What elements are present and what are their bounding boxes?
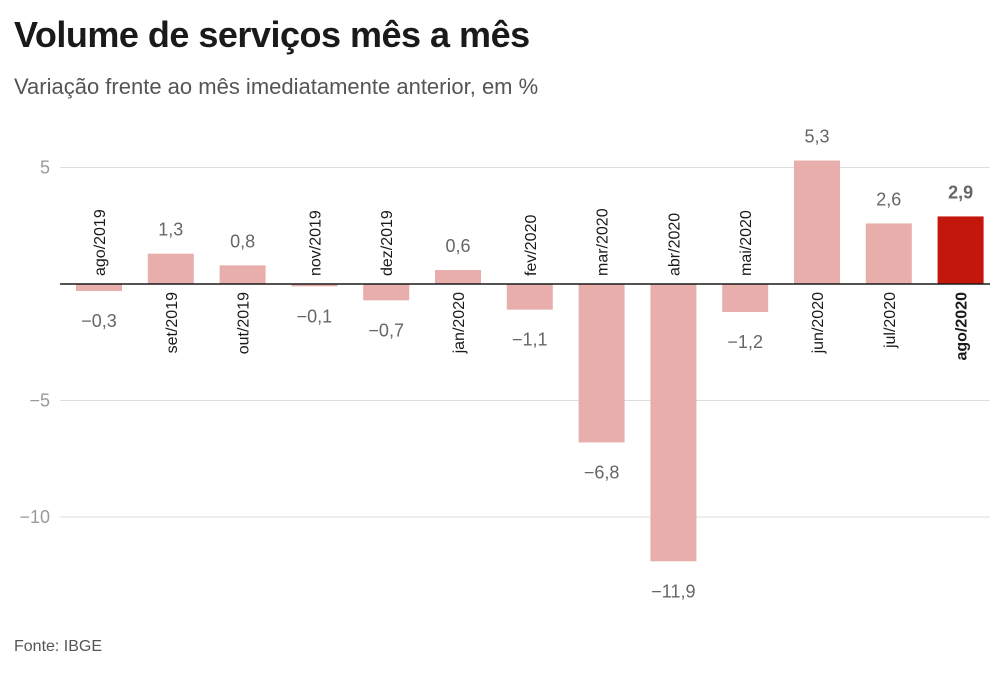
value-label-7: −6,8 (584, 462, 620, 482)
y-tick-label-1: −5 (29, 391, 50, 411)
value-label-10: 5,3 (804, 127, 829, 147)
bar-7 (578, 284, 625, 443)
value-label-3: −0,1 (297, 306, 333, 326)
category-label-0: ago/2019 (92, 209, 109, 276)
bar-6 (506, 284, 553, 310)
category-label-9: mai/2020 (738, 210, 755, 276)
category-label-5: jan/2020 (451, 292, 468, 354)
source-note: Fonte: IBGE (14, 638, 103, 655)
value-label-4: −0,7 (368, 320, 404, 340)
bar-0 (76, 284, 122, 291)
bar-4 (363, 284, 410, 301)
category-label-4: dez/2019 (379, 210, 396, 276)
value-label-9: −1,2 (727, 332, 763, 352)
y-tick-label-0: 5 (40, 158, 50, 178)
value-label-1: 1,3 (158, 220, 183, 240)
bar-12 (937, 216, 984, 284)
category-label-10: jun/2020 (810, 292, 827, 354)
chart-subtitle: Variação frente ao mês imediatamente ant… (14, 74, 539, 99)
value-label-8: −11,9 (651, 581, 695, 601)
category-label-1: set/2019 (164, 292, 181, 353)
category-label-8: abr/2020 (666, 213, 683, 276)
category-label-6: fev/2020 (523, 215, 540, 276)
bar-10 (794, 160, 840, 284)
bar-5 (435, 270, 481, 284)
value-label-5: 0,6 (445, 236, 470, 256)
labels: 5 −5 −10 −0,3 ago/2019 1,3 set/2019 0,8 out/2019… (19, 127, 973, 602)
bar-11 (865, 223, 912, 284)
category-label-11: jul/2020 (882, 292, 899, 349)
category-label-7: mar/2020 (595, 208, 612, 276)
category-label-2: out/2019 (236, 292, 253, 354)
bar-2 (219, 265, 266, 284)
value-label-6: −1,1 (512, 330, 548, 350)
value-label-2: 0,8 (230, 231, 255, 251)
bars (76, 160, 984, 562)
y-tick-label-2: −10 (19, 507, 50, 527)
bar-1 (147, 253, 194, 284)
bar-8 (650, 284, 697, 562)
category-label-3: nov/2019 (307, 210, 324, 276)
value-label-12: 2,9 (948, 182, 973, 202)
category-label-12: ago/2020 (954, 292, 971, 361)
chart-title: Volume de serviços mês a mês (14, 14, 530, 55)
value-label-11: 2,6 (876, 189, 901, 209)
value-label-0: −0,3 (81, 311, 117, 331)
bar-3 (291, 284, 338, 287)
bar-9 (722, 284, 769, 312)
